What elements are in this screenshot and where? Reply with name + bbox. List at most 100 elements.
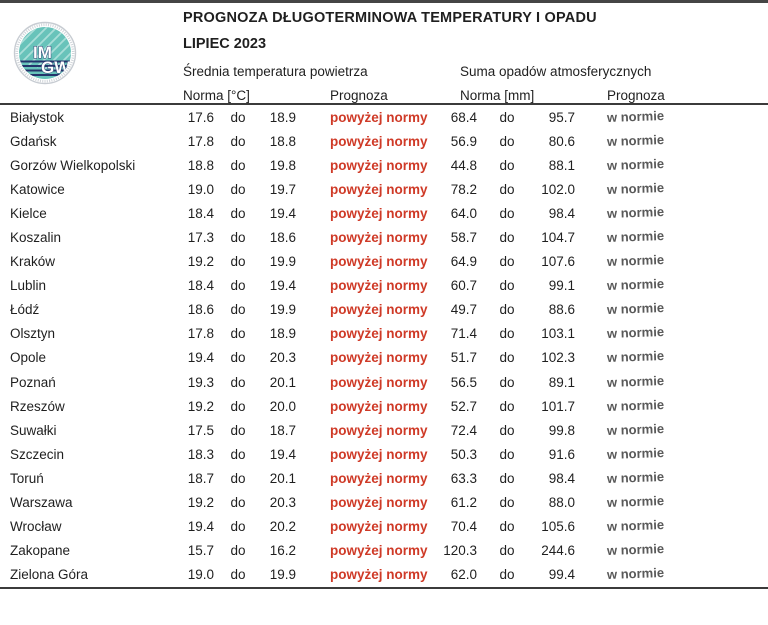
city-name: Zielona Góra bbox=[10, 567, 89, 583]
precip-norm-low: 60.7 bbox=[450, 278, 477, 294]
temp-forecast-value: powyżej normy bbox=[330, 254, 428, 270]
temp-norm-low: 18.4 bbox=[187, 278, 214, 294]
precip-forecast-value: w normie bbox=[606, 203, 665, 221]
precip-norm-high: 98.4 bbox=[548, 205, 575, 221]
table-row: Kraków 19.2 do 19.9 powyżej normy 64.9 d… bbox=[0, 250, 768, 274]
range-word: do bbox=[230, 181, 246, 197]
table-row: Opole 19.4 do 20.3 powyżej normy 51.7 do… bbox=[0, 346, 768, 370]
temp-forecast-value: powyżej normy bbox=[330, 302, 428, 318]
precip-forecast-value: w normie bbox=[606, 324, 665, 342]
precip-norm-high: 88.6 bbox=[548, 302, 575, 318]
temp-norm-low: 18.7 bbox=[187, 470, 214, 486]
temp-norm-high: 19.8 bbox=[269, 157, 296, 173]
table-row: Rzeszów 19.2 do 20.0 powyżej normy 52.7 … bbox=[0, 394, 768, 418]
range-word: do bbox=[230, 422, 246, 438]
range-word: do bbox=[230, 374, 246, 390]
range-word: do bbox=[499, 398, 515, 414]
precip-forecast-value: w normie bbox=[606, 468, 665, 486]
temp-norm-low: 19.0 bbox=[187, 181, 214, 197]
city-name: Zakopane bbox=[10, 543, 71, 559]
precip-norm-low: 44.8 bbox=[450, 157, 477, 173]
temp-norm-high: 19.7 bbox=[269, 181, 296, 197]
precip-norm-high: 80.6 bbox=[548, 133, 575, 149]
range-word: do bbox=[230, 230, 246, 246]
temp-norm-high: 19.9 bbox=[269, 567, 296, 583]
precip-forecast-value: w normie bbox=[606, 396, 665, 414]
precip-norm-high: 91.6 bbox=[548, 446, 575, 462]
city-name: Katowice bbox=[10, 181, 65, 197]
city-name: Białystok bbox=[10, 109, 65, 125]
table-row: Łódź 18.6 do 19.9 powyżej normy 49.7 do … bbox=[0, 298, 768, 322]
temp-norm-column-header: Norma [°C] bbox=[183, 88, 250, 103]
precip-norm-high: 104.7 bbox=[541, 230, 575, 246]
temp-forecast-value: powyżej normy bbox=[330, 326, 428, 342]
precip-norm-low: 64.0 bbox=[450, 205, 477, 221]
range-word: do bbox=[499, 470, 515, 486]
precip-norm-low: 72.4 bbox=[450, 422, 477, 438]
temp-norm-high: 20.3 bbox=[269, 495, 296, 511]
precip-group-header: Suma opadów atmosferycznych bbox=[460, 64, 652, 79]
range-word: do bbox=[499, 519, 515, 535]
city-name: Gorzów Wielkopolski bbox=[10, 157, 136, 173]
range-word: do bbox=[499, 350, 515, 366]
range-word: do bbox=[499, 543, 515, 559]
precip-forecast-value: w normie bbox=[606, 565, 665, 583]
city-name: Koszalin bbox=[10, 230, 62, 246]
temp-norm-low: 19.2 bbox=[187, 254, 214, 270]
city-name: Szczecin bbox=[10, 446, 65, 462]
city-name: Poznań bbox=[10, 374, 56, 390]
precip-norm-low: 61.2 bbox=[450, 495, 477, 511]
precip-forecast-value: w normie bbox=[606, 107, 665, 125]
page-subtitle-month: LIPIEC 2023 bbox=[183, 36, 267, 52]
range-word: do bbox=[230, 350, 246, 366]
range-word: do bbox=[230, 157, 246, 173]
range-word: do bbox=[230, 205, 246, 221]
temp-forecast-value: powyżej normy bbox=[330, 133, 428, 149]
precip-forecast-value: w normie bbox=[606, 444, 665, 462]
table-row: Katowice 19.0 do 19.7 powyżej normy 78.2… bbox=[0, 177, 768, 201]
temp-norm-low: 17.5 bbox=[187, 422, 214, 438]
range-word: do bbox=[230, 398, 246, 414]
temp-forecast-value: powyżej normy bbox=[330, 350, 428, 366]
precip-norm-low: 63.3 bbox=[450, 470, 477, 486]
precip-forecast-value: w normie bbox=[606, 348, 665, 366]
table-row: Gorzów Wielkopolski 18.8 do 19.8 powyżej… bbox=[0, 153, 768, 177]
logo-text-im: IM bbox=[33, 43, 52, 62]
temp-forecast-value: powyżej normy bbox=[330, 374, 428, 390]
temp-norm-high: 18.8 bbox=[269, 133, 296, 149]
precip-norm-low: 78.2 bbox=[450, 181, 477, 197]
range-word: do bbox=[230, 470, 246, 486]
range-word: do bbox=[230, 446, 246, 462]
city-name: Lublin bbox=[10, 278, 47, 294]
range-word: do bbox=[499, 133, 515, 149]
precip-forecast-value: w normie bbox=[606, 372, 665, 390]
temp-norm-low: 15.7 bbox=[187, 543, 214, 559]
range-word: do bbox=[230, 543, 246, 559]
city-name: Kielce bbox=[10, 205, 47, 221]
temp-norm-high: 16.2 bbox=[269, 543, 296, 559]
range-word: do bbox=[230, 254, 246, 270]
precip-norm-low: 50.3 bbox=[450, 446, 477, 462]
temp-norm-low: 17.8 bbox=[187, 326, 214, 342]
temp-norm-low: 18.8 bbox=[187, 157, 214, 173]
range-word: do bbox=[499, 495, 515, 511]
precip-norm-low: 64.9 bbox=[450, 254, 477, 270]
precip-norm-high: 102.0 bbox=[541, 181, 575, 197]
precip-norm-low: 62.0 bbox=[450, 567, 477, 583]
precip-forecast-value: w normie bbox=[606, 252, 665, 270]
range-word: do bbox=[499, 422, 515, 438]
range-word: do bbox=[230, 302, 246, 318]
table-row: Olsztyn 17.8 do 18.9 powyżej normy 71.4 … bbox=[0, 322, 768, 346]
precip-forecast-value: w normie bbox=[606, 493, 665, 511]
temp-forecast-value: powyżej normy bbox=[330, 398, 428, 414]
imgw-logo-icon: IM GW bbox=[13, 21, 77, 85]
range-word: do bbox=[499, 254, 515, 270]
precip-forecast-column-header: Prognoza bbox=[607, 88, 665, 103]
temp-forecast-value: powyżej normy bbox=[330, 470, 428, 486]
range-word: do bbox=[499, 157, 515, 173]
range-word: do bbox=[499, 446, 515, 462]
city-name: Kraków bbox=[10, 254, 56, 270]
precip-forecast-value: w normie bbox=[606, 276, 665, 294]
temp-norm-high: 18.9 bbox=[269, 326, 296, 342]
precip-forecast-value: w normie bbox=[606, 131, 665, 149]
